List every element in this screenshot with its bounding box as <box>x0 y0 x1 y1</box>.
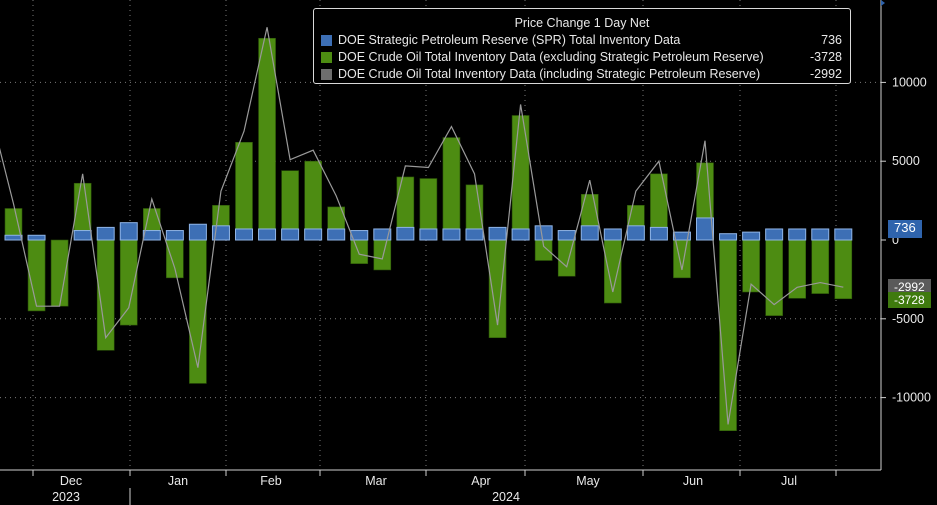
bar-spr-5 <box>119 222 138 241</box>
bar-excl-spr-10 <box>235 141 253 241</box>
bar-spr-12 <box>281 228 300 241</box>
y-tick-label-4: 10000 <box>892 75 927 89</box>
bar-spr-33 <box>765 228 784 241</box>
x-tick-label-7: Jul <box>781 474 797 488</box>
bar-spr-10 <box>235 228 253 241</box>
bar-spr-25 <box>580 225 599 241</box>
bar-spr-26 <box>603 228 622 241</box>
x-tick-label-1: Jan <box>168 474 188 488</box>
bar-spr-29 <box>672 231 691 241</box>
legend-value-incl-spr: -2992 <box>810 67 842 81</box>
x-tick-label-0: Dec <box>60 474 82 488</box>
bar-excl-spr-36 <box>834 239 853 300</box>
bar-spr-30 <box>696 217 714 241</box>
line-incl-spr <box>0 27 844 425</box>
bar-spr-34 <box>788 228 807 241</box>
bar-spr-6 <box>142 230 161 241</box>
bar-spr-9 <box>211 225 230 241</box>
x-tick-label-5: May <box>576 474 600 488</box>
legend-swatch-spr <box>321 35 332 46</box>
legend-swatch-incl-spr <box>321 69 332 80</box>
bar-spr-3 <box>73 230 92 241</box>
bar-spr-18 <box>419 228 438 241</box>
bar-spr-4 <box>96 226 115 241</box>
x-tick-label-2: Feb <box>260 474 282 488</box>
bar-spr-14 <box>327 228 346 241</box>
bar-spr-35 <box>811 228 830 241</box>
bar-excl-spr-31 <box>719 239 737 431</box>
bar-excl-spr-1 <box>27 239 46 312</box>
x-tick-label-3: Mar <box>365 474 387 488</box>
bar-excl-spr-29 <box>673 239 691 279</box>
legend-label-excl-spr: DOE Crude Oil Total Inventory Data (excl… <box>338 50 764 64</box>
bar-spr-32 <box>742 231 761 241</box>
legend: Price Change 1 Day Net DOE Strategic Pet… <box>313 8 851 84</box>
bar-excl-spr-15 <box>350 239 369 264</box>
bar-spr-22 <box>511 228 530 241</box>
bar-spr-21 <box>488 226 507 241</box>
bar-excl-spr-22 <box>511 115 530 241</box>
bar-excl-spr-8 <box>189 239 207 384</box>
y-tick-label-1: -5000 <box>892 312 924 326</box>
legend-swatch-excl-spr <box>321 52 332 63</box>
legend-value-spr: 736 <box>821 33 842 47</box>
y-tick-label-0: -10000 <box>892 391 931 405</box>
last-value-tag-spr: 736 <box>888 220 922 238</box>
bar-spr-28 <box>649 226 668 241</box>
legend-label-incl-spr: DOE Crude Oil Total Inventory Data (incl… <box>338 67 761 81</box>
bar-spr-24 <box>557 230 576 241</box>
bar-spr-7 <box>165 230 184 241</box>
x-tick-label-4: Apr <box>471 474 490 488</box>
bar-excl-spr-16 <box>373 239 392 271</box>
legend-entry-spr: DOE Strategic Petroleum Reserve (SPR) To… <box>314 32 850 49</box>
bar-spr-20 <box>465 228 484 241</box>
legend-entry-excl-spr: DOE Crude Oil Total Inventory Data (excl… <box>314 49 850 66</box>
last-value-tag-incl-spr: -2992 <box>888 279 931 295</box>
bar-excl-spr-34 <box>788 239 807 299</box>
bar-excl-spr-7 <box>166 239 184 279</box>
bar-spr-8 <box>188 223 207 241</box>
legend-title: Price Change 1 Day Net <box>514 16 650 30</box>
bar-spr-0 <box>4 234 23 241</box>
bar-excl-spr-13 <box>304 160 322 241</box>
bar-excl-spr-11 <box>258 37 276 241</box>
bar-spr-16 <box>373 228 392 241</box>
legend-value-excl-spr: -3728 <box>810 50 842 64</box>
bar-spr-11 <box>258 228 277 241</box>
y-axis-arrow <box>881 0 885 6</box>
y-tick-label-2: 0 <box>892 233 899 247</box>
bar-spr-13 <box>304 228 323 241</box>
x-tick-label-6: Jun <box>683 474 703 488</box>
legend-entry-incl-spr: DOE Crude Oil Total Inventory Data (incl… <box>314 66 850 83</box>
bar-spr-17 <box>396 226 415 241</box>
bar-spr-31 <box>719 233 738 241</box>
legend-label-spr: DOE Strategic Petroleum Reserve (SPR) To… <box>338 33 681 47</box>
bar-spr-1 <box>27 234 46 241</box>
bar-excl-spr-35 <box>811 239 830 294</box>
year-label-0: 2023 <box>52 490 80 504</box>
y-tick-label-3: 5000 <box>892 154 920 168</box>
bar-excl-spr-19 <box>442 137 461 241</box>
bar-spr-36 <box>834 228 853 241</box>
bar-spr-19 <box>442 228 461 241</box>
year-label-1: 2024 <box>492 490 520 504</box>
bar-spr-23 <box>534 225 553 241</box>
bar-spr-15 <box>350 230 369 241</box>
bar-excl-spr-26 <box>603 239 622 304</box>
last-value-tag-excl-spr: -3728 <box>888 292 931 308</box>
bar-spr-27 <box>626 225 645 241</box>
